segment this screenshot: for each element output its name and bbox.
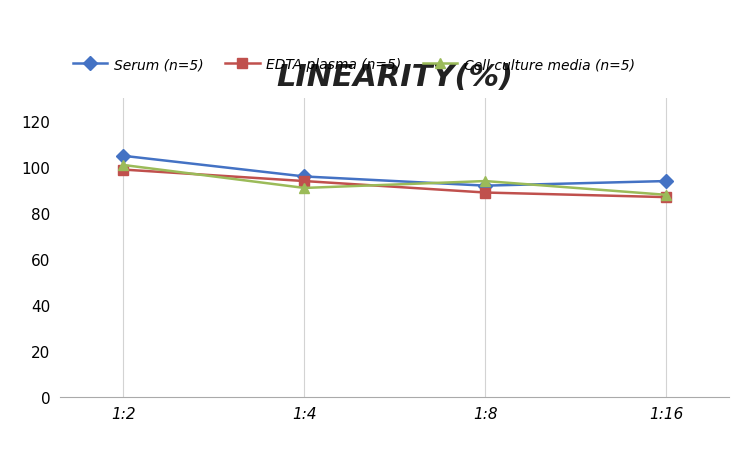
Serum (n=5) [119, 154, 128, 159]
Title: LINEARITY(%): LINEARITY(%) [276, 62, 514, 92]
EDTA plasma (n=5) [119, 167, 128, 173]
EDTA plasma (n=5) [300, 179, 309, 184]
Cell culture media (n=5) [119, 163, 128, 168]
Line: EDTA plasma (n=5): EDTA plasma (n=5) [119, 166, 671, 202]
Legend: Serum (n=5), EDTA plasma (n=5), Cell culture media (n=5): Serum (n=5), EDTA plasma (n=5), Cell cul… [67, 53, 641, 78]
Serum (n=5) [300, 175, 309, 180]
Line: Serum (n=5): Serum (n=5) [119, 152, 671, 191]
EDTA plasma (n=5) [481, 190, 490, 196]
Cell culture media (n=5) [300, 186, 309, 191]
Cell culture media (n=5) [481, 179, 490, 184]
Serum (n=5) [481, 184, 490, 189]
Cell culture media (n=5) [662, 193, 671, 198]
Line: Cell culture media (n=5): Cell culture media (n=5) [119, 161, 671, 200]
EDTA plasma (n=5) [662, 195, 671, 200]
Serum (n=5) [662, 179, 671, 184]
